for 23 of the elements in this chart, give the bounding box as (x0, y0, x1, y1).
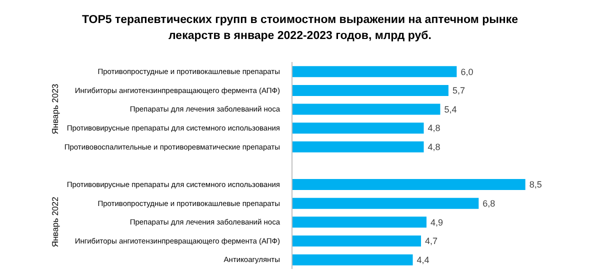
bar (292, 216, 427, 228)
text: Январь 2022 (50, 196, 60, 248)
bar (292, 122, 424, 134)
data-label: 8,5 (529, 180, 542, 190)
bar (292, 236, 422, 247)
data-label: 6,0 (460, 66, 474, 77)
bar (292, 179, 526, 190)
bar (292, 254, 413, 266)
bar (292, 66, 457, 78)
data-label: 6,8 (482, 198, 496, 209)
data-label: 5,7 (452, 86, 465, 96)
data-label: 4,8 (428, 142, 440, 152)
text: Январь 2023 (50, 84, 60, 134)
bar (292, 104, 440, 115)
bar (292, 198, 479, 209)
data-label: 4,9 (430, 217, 444, 228)
data-label: 4,8 (428, 123, 440, 134)
data-label: 4,4 (416, 254, 430, 265)
data-label: 5,4 (444, 104, 457, 114)
bar (292, 141, 424, 152)
chart-title: TOP5 терапевтических групп в стоимостном выражении на аптечном рынке лекарств в январе 2022-2023 годов, млрд руб. (80, 13, 520, 44)
data-label: 4,7 (425, 236, 438, 246)
bar (292, 84, 448, 96)
